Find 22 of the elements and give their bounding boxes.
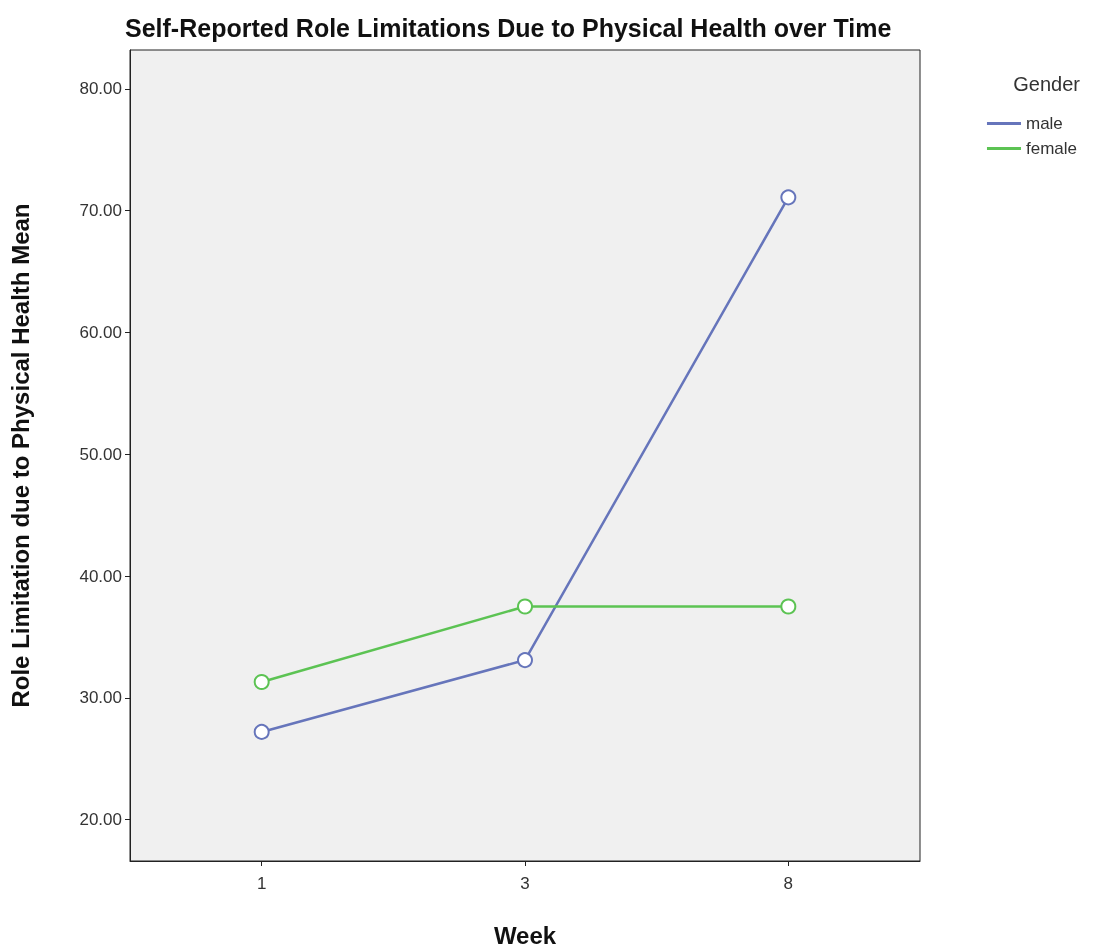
point <box>780 598 797 615</box>
y-tick-label: 70.00 <box>79 201 122 221</box>
x-tick-label: 3 <box>520 874 530 893</box>
legend-label: female <box>1025 139 1078 158</box>
y-tick-label: 60.00 <box>79 323 122 343</box>
y-tick-label: 80.00 <box>79 79 122 99</box>
point <box>253 674 270 690</box>
y-tick-label: 50.00 <box>79 444 122 464</box>
point <box>517 598 533 615</box>
y-axis-title: Role Limitation due to Physical Health Mean <box>6 203 34 708</box>
y-tick-label: 30.00 <box>79 688 122 708</box>
x-tick-label: 1 <box>256 874 267 893</box>
x-axis-title: Week <box>493 921 557 949</box>
point <box>517 652 533 669</box>
y-tick-label: 40.00 <box>79 566 122 586</box>
legend-label: male <box>1025 114 1063 133</box>
chart-title: Self-Reported Role Limitations Due to Physical Health over Time <box>125 13 892 42</box>
point <box>780 189 797 206</box>
legend-title: Gender <box>1013 73 1081 95</box>
x-tick-label: 8 <box>783 874 794 893</box>
point <box>253 723 270 740</box>
y-tick-label: 20.00 <box>79 810 122 830</box>
